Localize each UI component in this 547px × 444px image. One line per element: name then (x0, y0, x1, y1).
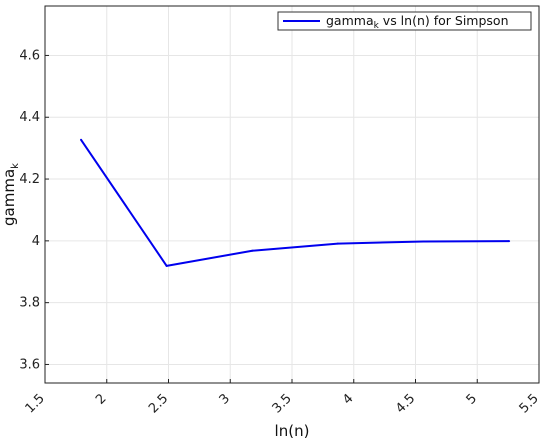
y-axis-title-subscript: k (10, 163, 21, 169)
y-tick-label: 4.4 (19, 110, 40, 125)
data-point (508, 240, 511, 243)
data-point (165, 264, 168, 267)
y-axis-title-base: gamma (0, 169, 18, 226)
y-tick-label: 3.8 (19, 296, 40, 311)
data-point (422, 240, 425, 243)
y-tick-label: 4.6 (19, 48, 40, 63)
data-point (251, 249, 254, 252)
y-tick-label: 3.6 (19, 357, 40, 372)
legend-label-base: gamma (326, 13, 374, 28)
grid-lines (44, 6, 540, 383)
y-tick-label: 4.2 (19, 172, 40, 187)
legend-label-subscript: k (374, 21, 380, 31)
data-point (80, 138, 83, 141)
legend-label-rest: vs ln(n) for Simpson (379, 13, 509, 28)
legend: gammak vs ln(n) for Simpson (277, 11, 532, 31)
series-line-0 (80, 139, 510, 267)
y-axis-title: gammak (0, 163, 21, 226)
y-tick-label: 4 (32, 234, 40, 249)
data-point (336, 242, 339, 245)
x-axis-title: ln(n) (275, 422, 310, 440)
legend-label: gammak vs ln(n) for Simpson (326, 13, 509, 31)
series-lines (80, 138, 511, 267)
legend-box (277, 11, 532, 31)
